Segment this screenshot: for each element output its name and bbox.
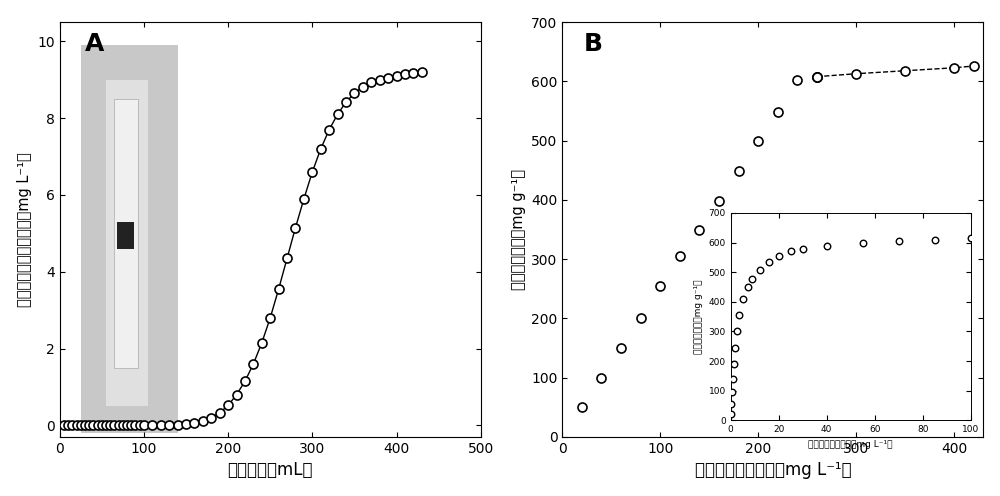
Bar [117,222,134,248]
Bar [106,80,148,406]
Bar [114,99,138,368]
Text: B: B [583,32,602,56]
Y-axis label: 平衡吸附容量（mg g⁻¹）: 平衡吸附容量（mg g⁻¹） [511,169,526,290]
Bar [81,45,178,433]
Text: A: A [85,32,104,56]
Y-axis label: 出口溶液亚甲基蓝浓度（mg L⁻¹）: 出口溶液亚甲基蓝浓度（mg L⁻¹） [17,152,32,307]
X-axis label: 穿透体积（mL）: 穿透体积（mL） [227,461,313,479]
X-axis label: 亚甲基蓝初始浓度（mg L⁻¹）: 亚甲基蓝初始浓度（mg L⁻¹） [695,461,851,479]
